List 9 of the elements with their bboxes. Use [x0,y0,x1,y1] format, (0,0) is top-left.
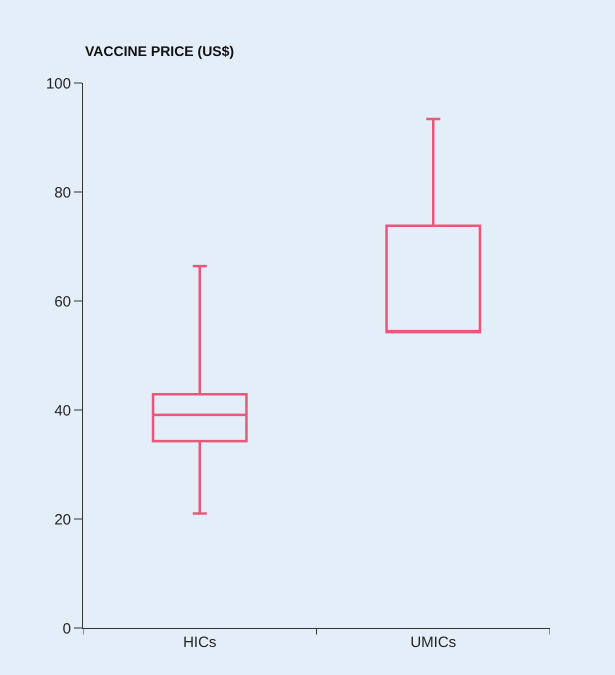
x-tick-label: HICs [183,634,216,651]
x-tick-label: UMICs [410,634,456,651]
y-axis-title: VACCINE PRICE (US$) [85,43,234,59]
y-tick-label: 0 [62,620,71,638]
y-tick-label: 40 [54,402,71,420]
y-tick-label: 100 [46,75,71,92]
y-tick-label: 20 [54,511,71,528]
y-tick-label: 60 [54,293,71,310]
y-tick-label: 80 [54,184,71,202]
